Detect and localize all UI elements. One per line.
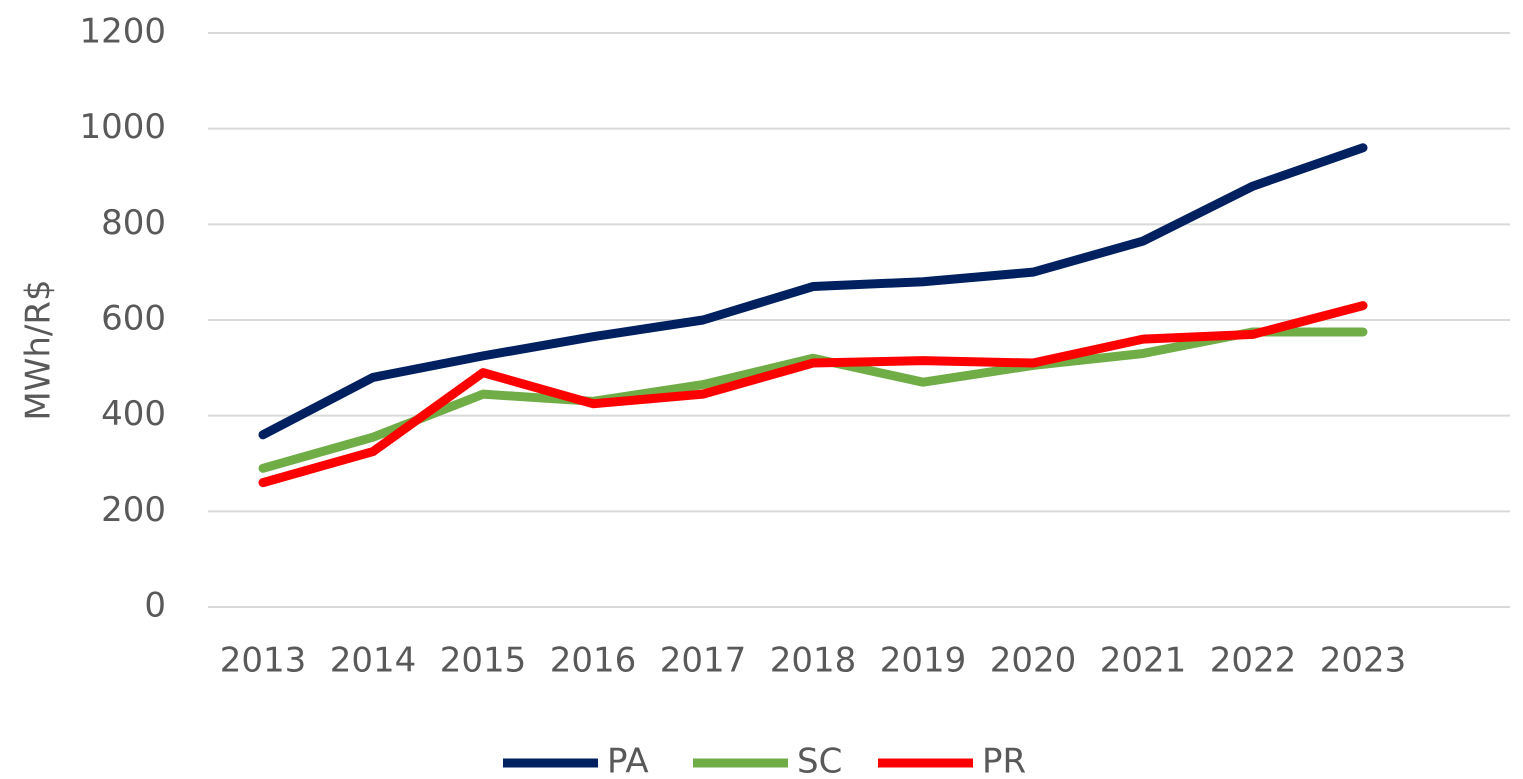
series-line <box>258 327 1368 473</box>
x-tick-label: 2022 <box>1210 641 1297 681</box>
legend-label: SC <box>797 742 842 779</box>
x-tick-label: 2019 <box>880 641 967 681</box>
y-tick-label: 800 <box>101 203 166 243</box>
y-tick-label: 400 <box>101 394 166 434</box>
x-tick-label: 2014 <box>330 641 417 681</box>
series-line <box>258 143 1368 440</box>
y-axis-label: MWh/R$ <box>19 279 59 420</box>
y-tick-label: 1000 <box>79 107 166 147</box>
legend-label: PA <box>607 742 649 779</box>
x-tick-label: 2017 <box>660 641 747 681</box>
y-tick-label: 200 <box>101 490 166 530</box>
x-tick-label: 2023 <box>1320 641 1407 681</box>
x-tick-label: 2020 <box>990 641 1077 681</box>
x-tick-label: 2021 <box>1100 641 1187 681</box>
legend-label: PR <box>982 742 1026 779</box>
x-tick-label: 2015 <box>440 641 527 681</box>
y-tick-label: 600 <box>101 299 166 339</box>
y-tick-label: 0 <box>144 586 166 626</box>
x-tick-label: 2016 <box>550 641 637 681</box>
series-line <box>258 301 1368 488</box>
x-tick-label: 2013 <box>220 641 307 681</box>
y-tick-label: 1200 <box>79 12 166 52</box>
x-tick-label: 2018 <box>770 641 857 681</box>
